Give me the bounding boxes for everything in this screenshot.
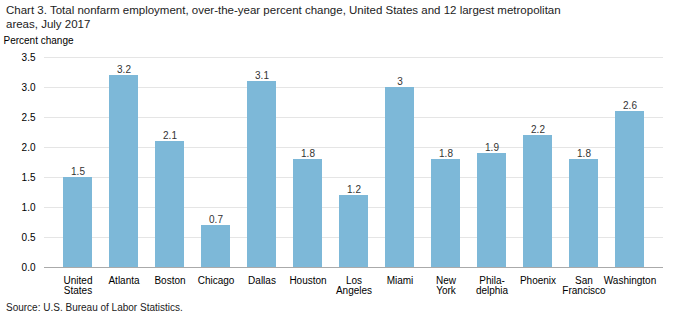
svg-text:Chicago: Chicago	[198, 275, 235, 286]
svg-text:3.1: 3.1	[255, 70, 269, 81]
svg-text:Houston: Houston	[289, 275, 326, 286]
svg-text:2.5: 2.5	[22, 112, 36, 123]
svg-text:LosAngeles: LosAngeles	[336, 275, 372, 296]
svg-text:1.2: 1.2	[347, 184, 361, 195]
svg-text:2.0: 2.0	[22, 142, 36, 153]
svg-text:1.5: 1.5	[22, 172, 36, 183]
svg-text:2.6: 2.6	[623, 100, 637, 111]
svg-text:Phoenix: Phoenix	[520, 275, 556, 286]
svg-text:1.5: 1.5	[71, 166, 85, 177]
html-text:Source: U.S. Bureau of Labor S: Source: U.S. Bureau of Labor Statistics.	[6, 302, 183, 313]
svg-text:0.0: 0.0	[22, 262, 36, 273]
svg-text:1.0: 1.0	[22, 202, 36, 213]
html-text:Chart 3. Total nonfarm employm: Chart 3. Total nonfarm employment, over-…	[6, 4, 561, 30]
svg-text:Washington: Washington	[604, 275, 656, 286]
svg-text:1.8: 1.8	[301, 148, 315, 159]
svg-text:1.9: 1.9	[485, 142, 499, 153]
svg-text:3.5: 3.5	[22, 52, 36, 63]
svg-text:Boston: Boston	[154, 275, 185, 286]
svg-text:SanFrancisco: SanFrancisco	[562, 275, 606, 296]
svg-text:1.8: 1.8	[439, 148, 453, 159]
svg-text:Miami: Miami	[387, 275, 414, 286]
svg-text:UnitedStates: UnitedStates	[64, 275, 93, 296]
svg-text:Percent change: Percent change	[4, 35, 74, 46]
svg-text:Dallas: Dallas	[248, 275, 276, 286]
svg-text:1.8: 1.8	[577, 148, 591, 159]
svg-text:0.7: 0.7	[209, 214, 223, 225]
svg-text:3: 3	[397, 76, 403, 87]
svg-text:3.2: 3.2	[117, 64, 131, 75]
svg-text:0.5: 0.5	[22, 232, 36, 243]
svg-text:2.2: 2.2	[531, 124, 545, 135]
svg-text:Atlanta: Atlanta	[108, 275, 140, 286]
svg-text:3.0: 3.0	[22, 82, 36, 93]
svg-text:NewYork: NewYork	[436, 275, 457, 296]
svg-text:Phila-delphia: Phila-delphia	[476, 275, 509, 296]
svg-text:2.1: 2.1	[163, 130, 177, 141]
